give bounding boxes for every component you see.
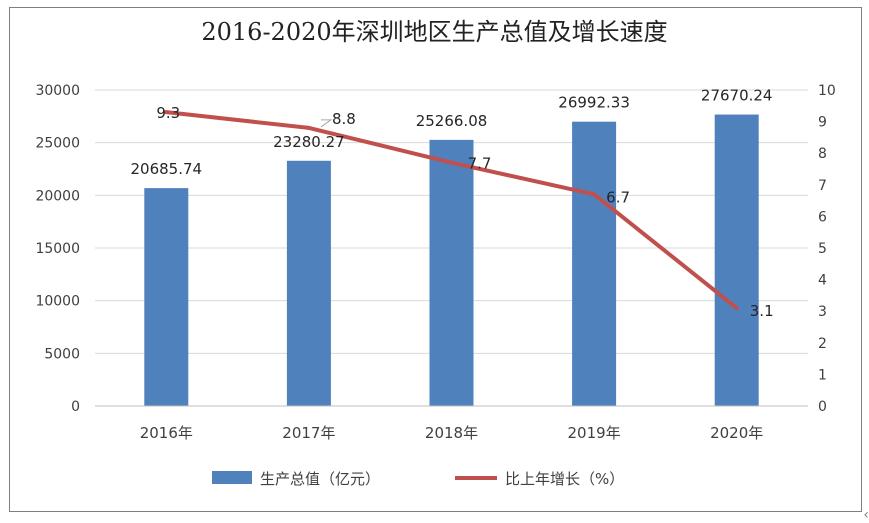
legend-swatch-bar (212, 471, 252, 484)
right-tick-label: 1 (818, 367, 827, 383)
left-tick-label: 20000 (35, 188, 80, 204)
bar (429, 139, 474, 406)
line-data-label: 8.8 (332, 110, 356, 128)
legend-label-line: 比上年增长（%） (505, 470, 624, 488)
left-tick-label: 5000 (44, 346, 80, 362)
label-leader-line (320, 119, 333, 128)
bar (144, 188, 189, 406)
legend-label-bar: 生产总值（亿元） (260, 470, 380, 488)
line-data-label: 7.7 (468, 155, 492, 173)
legend: 生产总值（亿元） 比上年增长（%） (212, 470, 624, 488)
x-tick-label: 2019年 (568, 424, 621, 442)
line-data-label: 6.7 (606, 188, 630, 206)
line-data-label: 9.3 (156, 104, 180, 122)
line-point (164, 110, 169, 115)
left-tick-label: 15000 (35, 241, 80, 257)
x-tick-label: 2017年 (282, 424, 335, 442)
x-tick-label: 2018年 (425, 424, 478, 442)
right-tick-label: 9 (818, 115, 827, 131)
right-tick-label: 6 (818, 209, 827, 225)
bar (714, 114, 759, 407)
bar-data-label: 27670.24 (701, 87, 773, 105)
left-tick-label: 30000 (35, 83, 80, 99)
right-tick-label: 2 (818, 336, 827, 352)
left-tick-label: 10000 (35, 294, 80, 310)
right-tick-label: 10 (818, 83, 836, 99)
right-tick-label: 7 (818, 178, 827, 194)
bar-data-label: 26992.33 (558, 94, 630, 112)
right-tick-label: 5 (818, 241, 827, 257)
left-axis: 0 5000 10000 15000 20000 25000 30000 (35, 83, 80, 415)
right-tick-label: 3 (818, 304, 827, 320)
data-labels: 20685.74 23280.27 25266.08 26992.33 27670.24… (131, 87, 774, 320)
bar-data-label: 20685.74 (131, 160, 203, 178)
right-tick-label: 4 (818, 273, 827, 289)
line-series (164, 110, 739, 311)
x-tick-label: 2020年 (710, 424, 763, 442)
chart-title: 2016-2020年深圳地区生产总值及增长速度 (201, 18, 668, 46)
bar-data-label: 25266.08 (416, 112, 488, 130)
left-tick-label: 25000 (35, 136, 80, 152)
line-point (306, 125, 311, 130)
line-point (734, 306, 739, 311)
right-tick-label: 0 (818, 399, 827, 415)
bar (286, 160, 331, 406)
line-point (449, 160, 454, 165)
bar-data-label: 23280.27 (273, 133, 345, 151)
x-tick-label: 2016年 (140, 424, 193, 442)
line-point (592, 192, 597, 197)
x-axis: 2016年 2017年 2018年 2019年 2020年 (95, 405, 808, 442)
line-data-label: 3.1 (750, 302, 774, 320)
corner-mark: ‹ (863, 507, 869, 523)
right-tick-label: 8 (818, 146, 827, 162)
right-axis: 0 1 2 3 4 5 6 7 8 9 10 (818, 83, 836, 415)
left-tick-label: 0 (71, 399, 80, 415)
bar (572, 121, 617, 407)
bar-series (144, 114, 759, 407)
